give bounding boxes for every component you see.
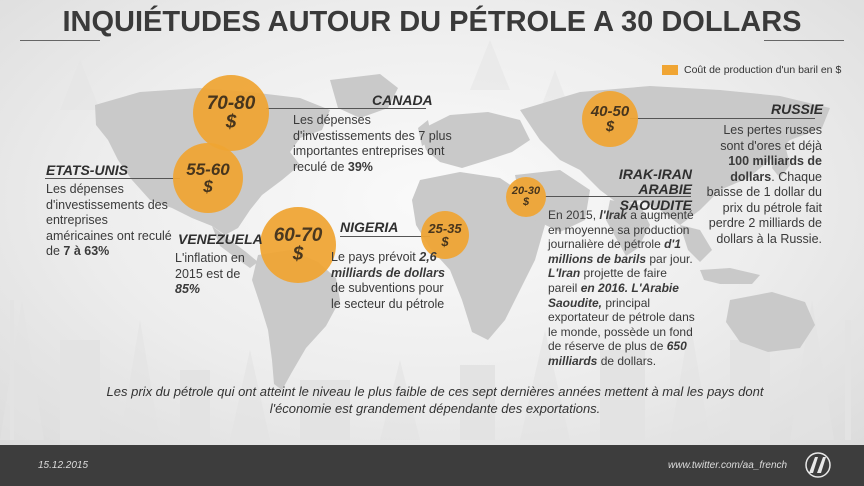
usa-bubble: 55-60 $	[173, 143, 243, 213]
russia-bubble-range: 40-50	[590, 103, 630, 120]
iraq-text-p5: par jour.	[646, 251, 693, 266]
russia-text-2: . Chaque baisse de 1 dollar du prix du p…	[706, 169, 822, 246]
iraq-bubble-range: 20-30	[511, 185, 541, 197]
iraq-text-p1: En 2015,	[548, 208, 600, 222]
nigeria-bubble-currency: $	[441, 234, 449, 249]
legend: Coût de production d'un baril en $	[662, 64, 841, 76]
usa-bubble-range: 55-60	[186, 160, 230, 179]
iraq-text-p4: d'1 millions de barils	[548, 237, 681, 266]
nigeria-bubble: 25-35 $	[421, 211, 469, 259]
iraq-heading-2: ARABIE SAOUDITE	[619, 181, 692, 213]
venezuela-text-bold: 85%	[175, 282, 201, 296]
footnote: Les prix du pétrole qui ont atteint le n…	[60, 383, 810, 417]
iraq-text: En 2015, l'Irak a augmenté en moyenne sa…	[548, 208, 698, 369]
nigeria-bubble-range: 25-35	[428, 221, 462, 236]
venezuela-text-1: L'inflation en 2015 est de	[175, 251, 245, 281]
russia-text-bold: 100 milliards de dollars	[728, 154, 822, 184]
nigeria-text-bold: 2,6 milliards de dollars	[331, 250, 445, 280]
venezuela-heading: VENEZUELA	[178, 231, 263, 247]
legend-label: Coût de production d'un baril en $	[684, 64, 842, 76]
iraq-text-p13: de dollars.	[597, 353, 657, 368]
usa-leader	[45, 178, 180, 179]
russia-bubble: 40-50 $	[582, 91, 638, 147]
footer-bar	[0, 445, 864, 486]
russia-heading: RUSSIE	[771, 101, 824, 117]
canada-text-1: Les dépenses d'investissements des 7 plu…	[293, 113, 452, 174]
iraq-text-p6: L'Iran	[548, 266, 581, 281]
iraq-heading-1: IRAK-IRAN	[618, 166, 692, 182]
nigeria-leader	[340, 236, 430, 237]
canada-leader	[266, 108, 426, 109]
title-rule-left	[20, 40, 100, 41]
nigeria-heading: NIGERIA	[340, 219, 399, 235]
footnote-line-2: l'économie est grandement dépendante des…	[269, 401, 601, 416]
iraq-text-p12: 650 milliards	[548, 339, 687, 368]
iraq-text-p7: projette de faire pareil	[548, 266, 667, 295]
iraq-leader	[545, 196, 691, 197]
footer-date: 15.12.2015	[38, 460, 89, 471]
usa-text-1: Les dépenses d'investissements des entre…	[46, 182, 172, 258]
canada-bubble: 70-80 $	[193, 75, 269, 151]
usa-heading: ETATS-UNIS	[46, 162, 128, 178]
russia-text: Les pertes russes sont d'ores et déjà 10…	[700, 123, 822, 247]
usa-text-bold: 7 à 63%	[63, 244, 110, 258]
iraq-text-p8: en 2016.	[580, 280, 629, 295]
title-rule-right	[764, 40, 844, 41]
canada-bubble-range: 70-80	[206, 93, 256, 114]
page-title: INQUIÉTUDES AUTOUR DU PÉTROLE A 30 DOLLA…	[62, 6, 802, 38]
venezuela-bubble-currency: $	[292, 244, 304, 265]
venezuela-text: L'inflation en 2015 est de 85%	[175, 251, 265, 298]
footer-twitter-link[interactable]: www.twitter.com/aa_french	[668, 460, 788, 471]
usa-bubble-currency: $	[203, 177, 213, 196]
nigeria-text: Le pays prévoit 2,6 milliards de dollars…	[331, 250, 456, 312]
nigeria-text-2: de subventions pour le secteur du pétrol…	[331, 281, 445, 311]
canada-heading: CANADA	[372, 92, 433, 108]
aa-logo-icon	[805, 452, 831, 478]
nigeria-text-1: Le pays prévoit	[331, 250, 420, 264]
canada-text-bold: 39%	[347, 159, 373, 174]
footnote-line-1: Les prix du pétrole qui ont atteint le n…	[106, 384, 764, 399]
venezuela-bubble: 60-70 $	[260, 207, 336, 283]
russia-bubble-currency: $	[605, 118, 615, 135]
iraq-bubble-currency: $	[522, 196, 530, 208]
iraq-text-p11: principal exportateur de pétrole dans le…	[548, 295, 695, 354]
usa-text: Les dépenses d'investissements des entre…	[46, 182, 176, 260]
venezuela-bubble-range: 60-70	[273, 225, 323, 246]
iraq-text-p3: a augmenté en moyenne sa production jour…	[548, 208, 694, 252]
canada-text: Les dépenses d'investissements des 7 plu…	[293, 113, 458, 175]
russia-text-1: Les pertes russes sont d'ores et déjà	[720, 123, 822, 153]
iraq-bubble: 20-30 $	[506, 177, 546, 217]
iraq-text-p2: l'Irak	[599, 208, 627, 222]
legend-swatch	[662, 65, 678, 75]
canada-bubble-currency: $	[225, 112, 237, 133]
iraq-text-p10: L'Arabie Saoudite,	[548, 280, 679, 310]
russia-leader	[630, 118, 815, 119]
oil-rigs-background	[0, 0, 864, 445]
